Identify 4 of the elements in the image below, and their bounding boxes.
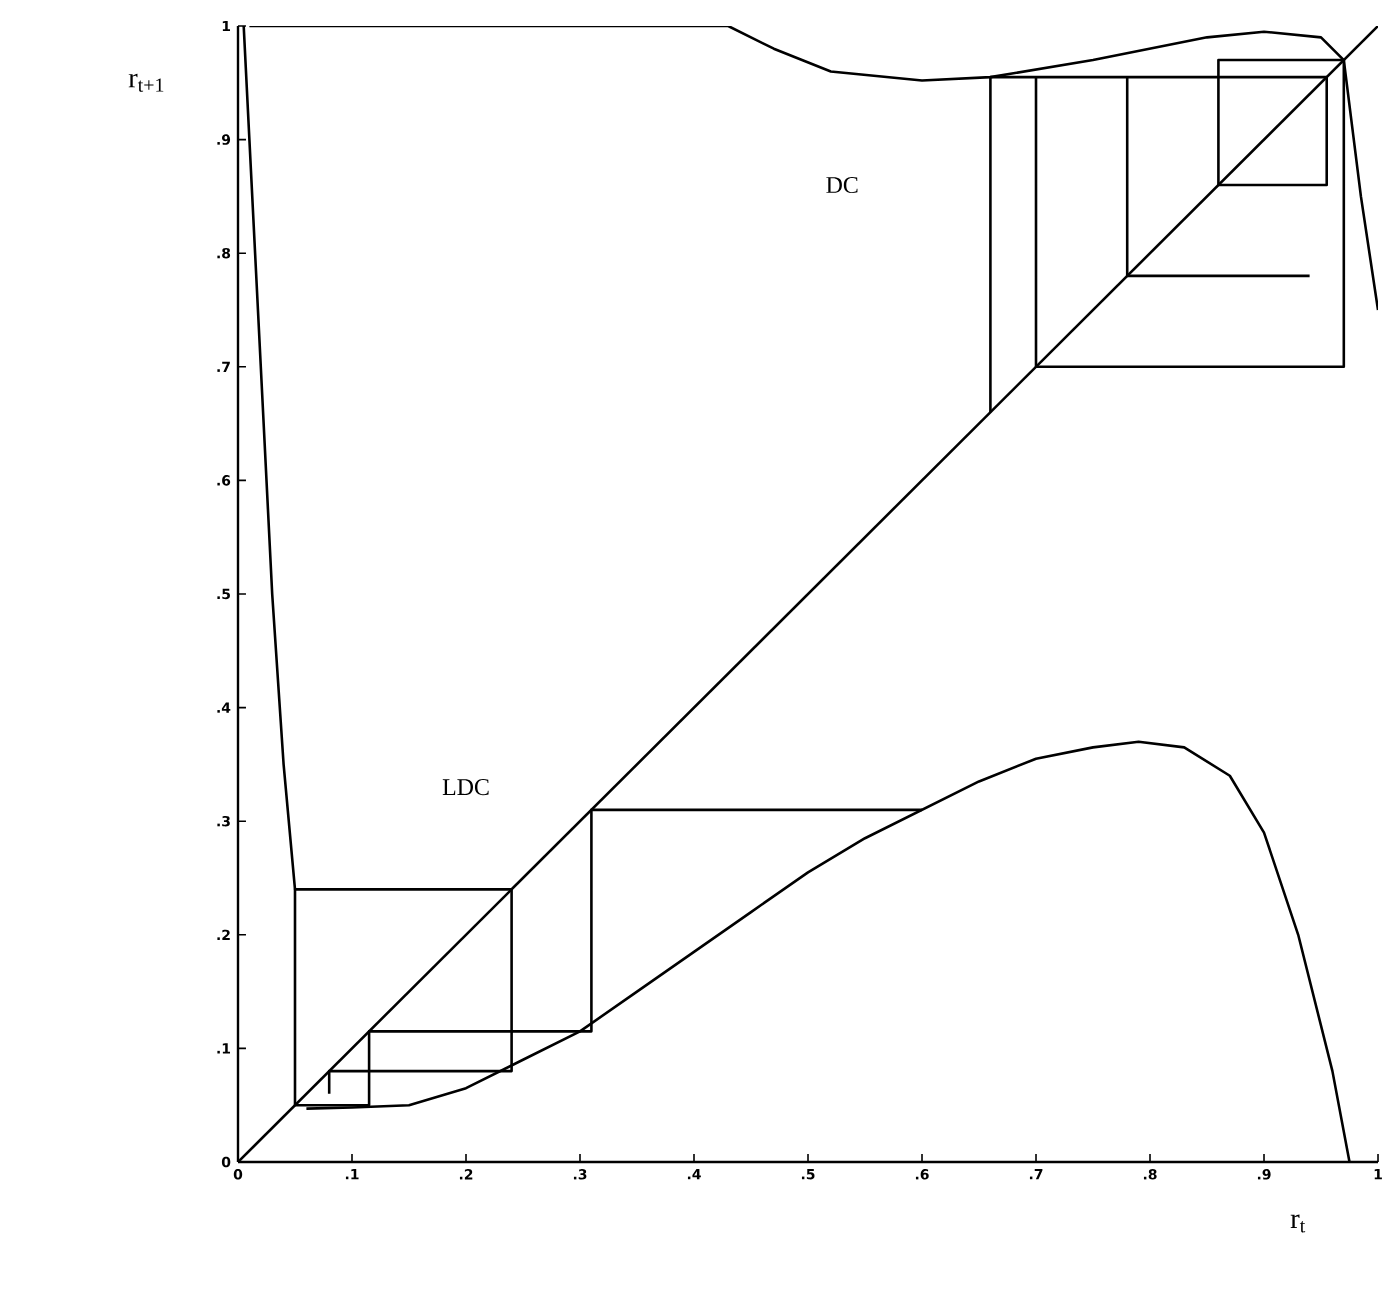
annotation: LDC	[442, 779, 489, 796]
annotation: DC	[826, 176, 858, 194]
y-axis-title: r$_{t+1}$	[128, 73, 164, 92]
x-axis-title: r$_{t}$	[1290, 1214, 1306, 1233]
